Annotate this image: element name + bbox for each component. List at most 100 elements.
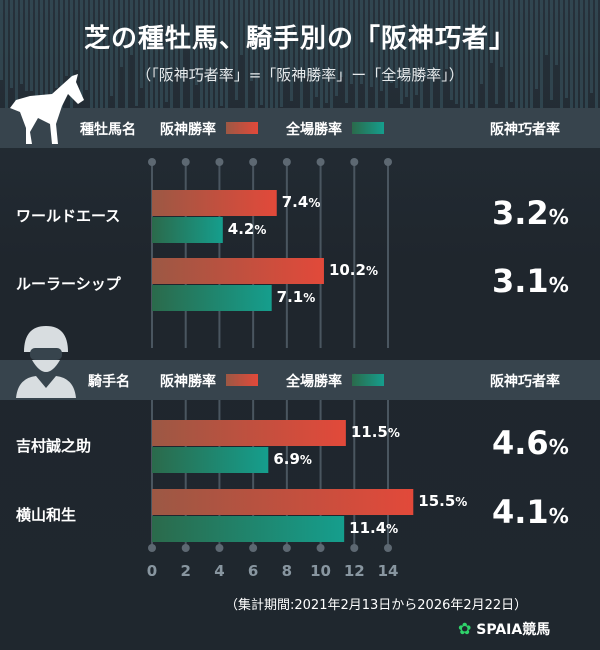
background-stripe xyxy=(220,0,223,107)
background-stripe xyxy=(585,0,588,125)
row-name: 横山和生 xyxy=(16,506,77,524)
background-stripe xyxy=(420,0,423,140)
background-stripe xyxy=(415,0,418,96)
background-stripe xyxy=(520,0,523,125)
background-stripe xyxy=(410,0,413,130)
background-stripe xyxy=(230,0,233,74)
diff-value: 3.1% xyxy=(492,262,569,300)
background-stripe xyxy=(400,0,403,105)
background-stripe xyxy=(10,0,13,89)
background-stripe xyxy=(590,0,593,94)
col-name: 騎手名 xyxy=(88,374,130,390)
background-stripe xyxy=(525,0,528,113)
background-stripe xyxy=(460,0,463,109)
value-label-all: 7.1% xyxy=(276,288,316,306)
background-stripe xyxy=(165,0,168,102)
background-stripe xyxy=(110,0,113,96)
col-diff: 阪神巧者率 xyxy=(490,122,560,138)
background-stripe xyxy=(310,0,313,139)
grid-dot xyxy=(384,544,392,552)
bar-all xyxy=(152,516,345,542)
background-stripe xyxy=(170,0,173,126)
background-stripe xyxy=(355,0,358,129)
subtitle: （「阪神巧者率」=「阪神勝率」ー「全場勝率」） xyxy=(136,66,464,84)
background-stripe xyxy=(180,0,183,108)
background-stripe xyxy=(300,0,303,127)
background-stripe xyxy=(345,0,348,104)
grid-dot xyxy=(282,544,291,552)
background-stripe xyxy=(155,0,158,119)
background-stripe xyxy=(15,0,18,121)
background-stripe xyxy=(540,0,543,122)
value-label-all: 6.9% xyxy=(273,450,312,468)
background-stripe xyxy=(245,0,248,122)
background-stripe xyxy=(295,0,298,71)
background-stripe xyxy=(150,0,153,117)
background-stripe xyxy=(385,0,388,110)
background-stripe xyxy=(545,0,548,55)
background-stripe xyxy=(395,0,398,89)
background-stripe xyxy=(70,0,73,118)
background-stripe xyxy=(405,0,408,98)
legend-swatch-hanshin xyxy=(226,374,258,386)
value-label-all: 11.4% xyxy=(349,519,399,537)
legend-all: 全場勝率 xyxy=(286,374,342,390)
background-stripe xyxy=(195,0,198,86)
background-stripe xyxy=(315,0,318,97)
grid-dot xyxy=(350,158,359,166)
legend-swatch-hanshin xyxy=(226,122,258,134)
x-tick-label: 4 xyxy=(214,562,225,580)
background-stripe xyxy=(550,0,553,101)
background-stripe xyxy=(500,0,503,67)
background-stripe xyxy=(490,0,493,63)
background-stripe xyxy=(145,0,148,120)
col-name: 種牡馬名 xyxy=(80,122,136,138)
legend-swatch-all xyxy=(352,122,384,134)
background-stripe xyxy=(505,0,508,111)
legend-hanshin: 阪神勝率 xyxy=(160,122,216,138)
value-label-hanshin: 11.5% xyxy=(350,423,400,441)
bar-all xyxy=(152,285,272,311)
background-stripe xyxy=(440,0,443,108)
background-stripe xyxy=(430,0,433,132)
background-stripe xyxy=(530,0,533,132)
value-label-hanshin: 15.5% xyxy=(418,492,468,510)
background-stripe xyxy=(90,0,93,110)
diff-value: 4.6% xyxy=(492,424,569,462)
grid-dot xyxy=(181,544,190,552)
background-stripe xyxy=(425,0,428,79)
background-stripe xyxy=(185,0,188,49)
background-stripe xyxy=(240,0,243,56)
background-stripe xyxy=(435,0,438,78)
grid-dot xyxy=(215,544,224,552)
background-stripe xyxy=(140,0,143,89)
background-stripe xyxy=(375,0,378,133)
background-stripe xyxy=(515,0,518,120)
value-label-hanshin: 10.2% xyxy=(328,261,378,279)
grid-dot xyxy=(384,158,392,166)
background-stripe xyxy=(115,0,118,132)
background-stripe xyxy=(450,0,453,101)
background-stripe xyxy=(335,0,338,96)
background-stripe xyxy=(225,0,228,118)
brand-text: SPAIA競馬 xyxy=(476,622,551,638)
background-stripe xyxy=(560,0,563,120)
background-stripe xyxy=(20,0,23,85)
row-name: ルーラーシップ xyxy=(16,275,121,293)
bar-hanshin xyxy=(152,190,277,216)
background-stripe xyxy=(40,0,43,122)
background-stripe xyxy=(535,0,538,90)
background-stripe xyxy=(30,0,33,92)
background-stripe xyxy=(565,0,568,99)
background-stripe xyxy=(290,0,293,101)
background-stripe xyxy=(465,0,468,129)
bar-hanshin xyxy=(152,258,324,284)
background-stripe xyxy=(45,0,48,100)
background-stripe xyxy=(130,0,133,56)
page-title: 芝の種牡馬、騎手別の「阪神巧者」 xyxy=(83,24,516,54)
background-stripe xyxy=(370,0,373,88)
background-stripe xyxy=(330,0,333,111)
grid-dot xyxy=(350,544,359,552)
background-stripe xyxy=(475,0,478,137)
